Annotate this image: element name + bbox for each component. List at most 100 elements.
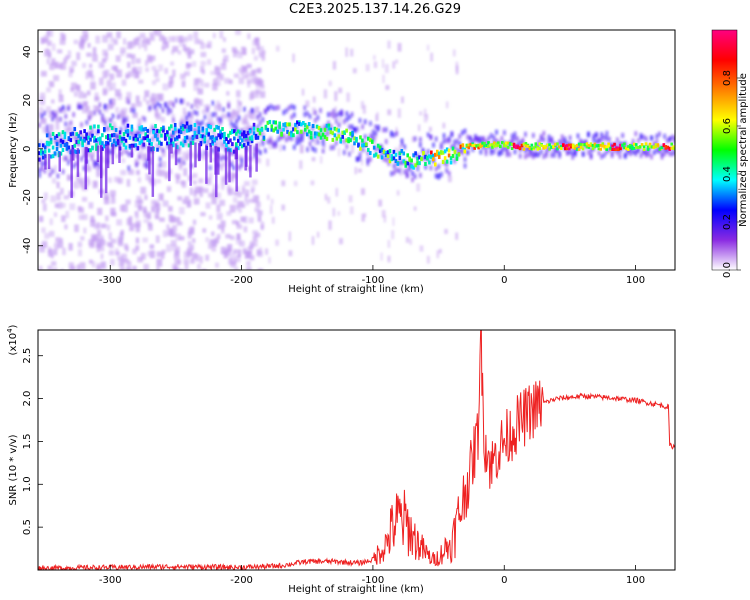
- halo-cell: [629, 151, 633, 157]
- noise-cell: [98, 155, 102, 164]
- noise-cell: [193, 78, 199, 85]
- noise-cell: [247, 110, 252, 118]
- ridge-cell: [412, 165, 415, 170]
- ridge-cell: [394, 152, 398, 157]
- ridge-cell: [428, 160, 431, 165]
- ridge-cell: [512, 142, 516, 146]
- ridge-cell: [542, 144, 545, 148]
- y-tick-label: 0: [22, 146, 33, 152]
- noise-cell: [429, 126, 432, 132]
- noise-cell: [418, 124, 421, 132]
- noise-cell: [337, 147, 341, 157]
- noise-cell: [251, 69, 256, 76]
- noise-cell: [446, 101, 449, 109]
- ridge-cell: [487, 141, 490, 145]
- noise-cell: [236, 104, 242, 112]
- ridge-cell: [367, 147, 370, 152]
- ridge-cell: [150, 142, 153, 147]
- noise-cell: [338, 116, 342, 127]
- x-tick-label: 100: [626, 275, 645, 286]
- ridge-cell: [502, 144, 506, 148]
- ridge-cell: [477, 146, 480, 150]
- ridge-cell: [372, 153, 376, 158]
- ridge-cell: [303, 122, 307, 127]
- halo-cell: [455, 138, 459, 144]
- halo-cell: [484, 147, 488, 153]
- noise-cell: [139, 32, 146, 39]
- halo-cell: [66, 147, 70, 153]
- halo-cell: [631, 138, 635, 144]
- ridge-cell: [193, 133, 197, 138]
- halo-cell: [38, 172, 41, 178]
- ridge-cell: [112, 133, 116, 138]
- noise-cell: [177, 196, 183, 201]
- halo-cell: [319, 107, 323, 113]
- ridge-cell: [300, 122, 303, 127]
- streak-cell: [189, 141, 192, 186]
- ridge-cell: [670, 146, 674, 150]
- noise-cell: [254, 106, 260, 114]
- noise-cell: [77, 249, 83, 257]
- halo-cell: [345, 111, 349, 117]
- ridge-cell: [124, 129, 128, 134]
- halo-cell: [353, 127, 357, 133]
- noise-cell: [436, 250, 440, 259]
- halo-cell: [376, 124, 380, 130]
- halo-cell: [529, 148, 533, 154]
- halo-cell: [101, 117, 105, 123]
- ridge-cell: [162, 128, 165, 133]
- noise-cell: [67, 121, 71, 130]
- halo-cell: [492, 135, 496, 141]
- noise-cell: [328, 220, 332, 230]
- halo-cell: [292, 144, 296, 150]
- streak-cell: [76, 148, 80, 177]
- noise-cell: [170, 240, 177, 246]
- ridge-cell: [233, 136, 236, 141]
- ridge-cell: [169, 124, 173, 129]
- ridge-cell: [248, 129, 252, 134]
- ridge-cell: [156, 147, 159, 152]
- ridge-cell: [209, 135, 212, 140]
- ridge-cell: [209, 142, 212, 147]
- halo-cell: [655, 139, 659, 145]
- ridge-cell: [351, 133, 354, 138]
- halo-cell: [269, 139, 273, 145]
- ridge-cell: [85, 136, 88, 141]
- noise-cell: [47, 40, 53, 46]
- halo-cell: [190, 103, 194, 109]
- noise-cell: [135, 220, 141, 228]
- ridge-cell: [233, 149, 236, 154]
- noise-cell: [275, 239, 279, 246]
- halo-cell: [143, 162, 147, 168]
- halo-cell: [421, 148, 425, 154]
- ridge-cell: [63, 135, 67, 140]
- streak-cell: [255, 143, 258, 172]
- halo-cell: [93, 110, 97, 116]
- ridge-cell: [183, 124, 187, 129]
- halo-cell: [371, 129, 375, 135]
- ridge-cell: [467, 146, 471, 150]
- streak-cell: [245, 145, 248, 167]
- ridge-cell: [595, 144, 599, 148]
- noise-cell: [426, 114, 429, 120]
- ridge-cell: [581, 147, 585, 151]
- noise-cell: [101, 223, 108, 229]
- ridge-cell: [101, 141, 104, 146]
- snr-frame: [37, 329, 676, 571]
- noise-cell: [153, 69, 159, 77]
- halo-cell: [269, 136, 273, 142]
- halo-cell: [98, 109, 102, 115]
- noise-cell: [133, 38, 139, 46]
- ridge-cell: [140, 139, 144, 144]
- ridge-cell: [636, 146, 640, 150]
- noise-cell: [171, 244, 177, 251]
- ridge-cell: [235, 142, 238, 147]
- noise-cell: [56, 192, 61, 201]
- halo-cell: [521, 139, 525, 145]
- noise-cell: [241, 188, 246, 195]
- noise-cell: [222, 58, 227, 66]
- noise-cell: [195, 105, 200, 110]
- noise-cell: [244, 193, 248, 202]
- ridge-cell: [231, 130, 234, 135]
- noise-cell: [373, 136, 377, 147]
